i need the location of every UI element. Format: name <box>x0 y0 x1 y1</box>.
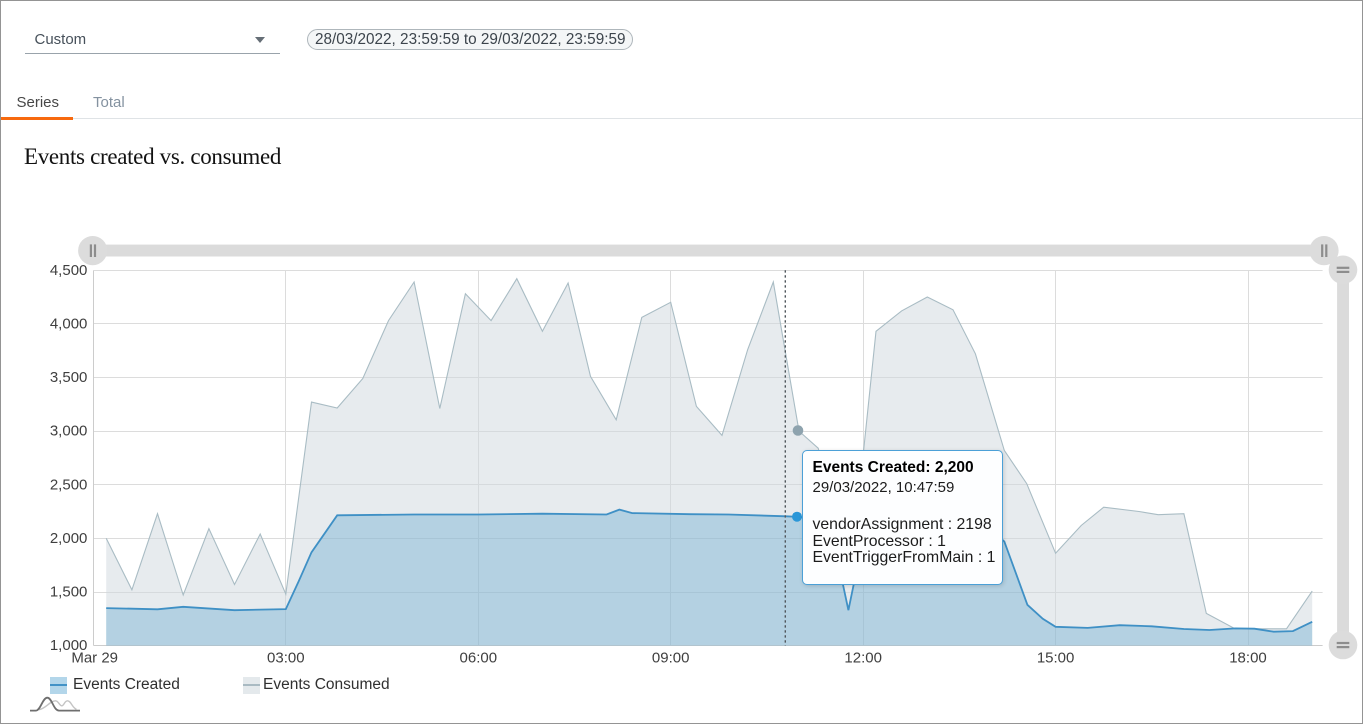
svg-text:15:00: 15:00 <box>1037 650 1075 667</box>
svg-text:1,500: 1,500 <box>50 584 88 601</box>
svg-text:3,000: 3,000 <box>50 423 88 440</box>
svg-text:2,500: 2,500 <box>50 476 88 493</box>
svg-text:1,000: 1,000 <box>50 637 88 654</box>
svg-text:4,500: 4,500 <box>50 262 88 279</box>
svg-text:03:00: 03:00 <box>267 650 305 667</box>
svg-text:12:00: 12:00 <box>844 650 882 667</box>
svg-text:4,000: 4,000 <box>50 315 88 332</box>
svg-text:3,500: 3,500 <box>50 369 88 386</box>
svg-text:Mar 29: Mar 29 <box>71 650 118 667</box>
svg-text:2,000: 2,000 <box>50 530 88 547</box>
svg-text:18:00: 18:00 <box>1229 650 1267 667</box>
svg-text:09:00: 09:00 <box>652 650 690 667</box>
svg-text:06:00: 06:00 <box>460 650 498 667</box>
